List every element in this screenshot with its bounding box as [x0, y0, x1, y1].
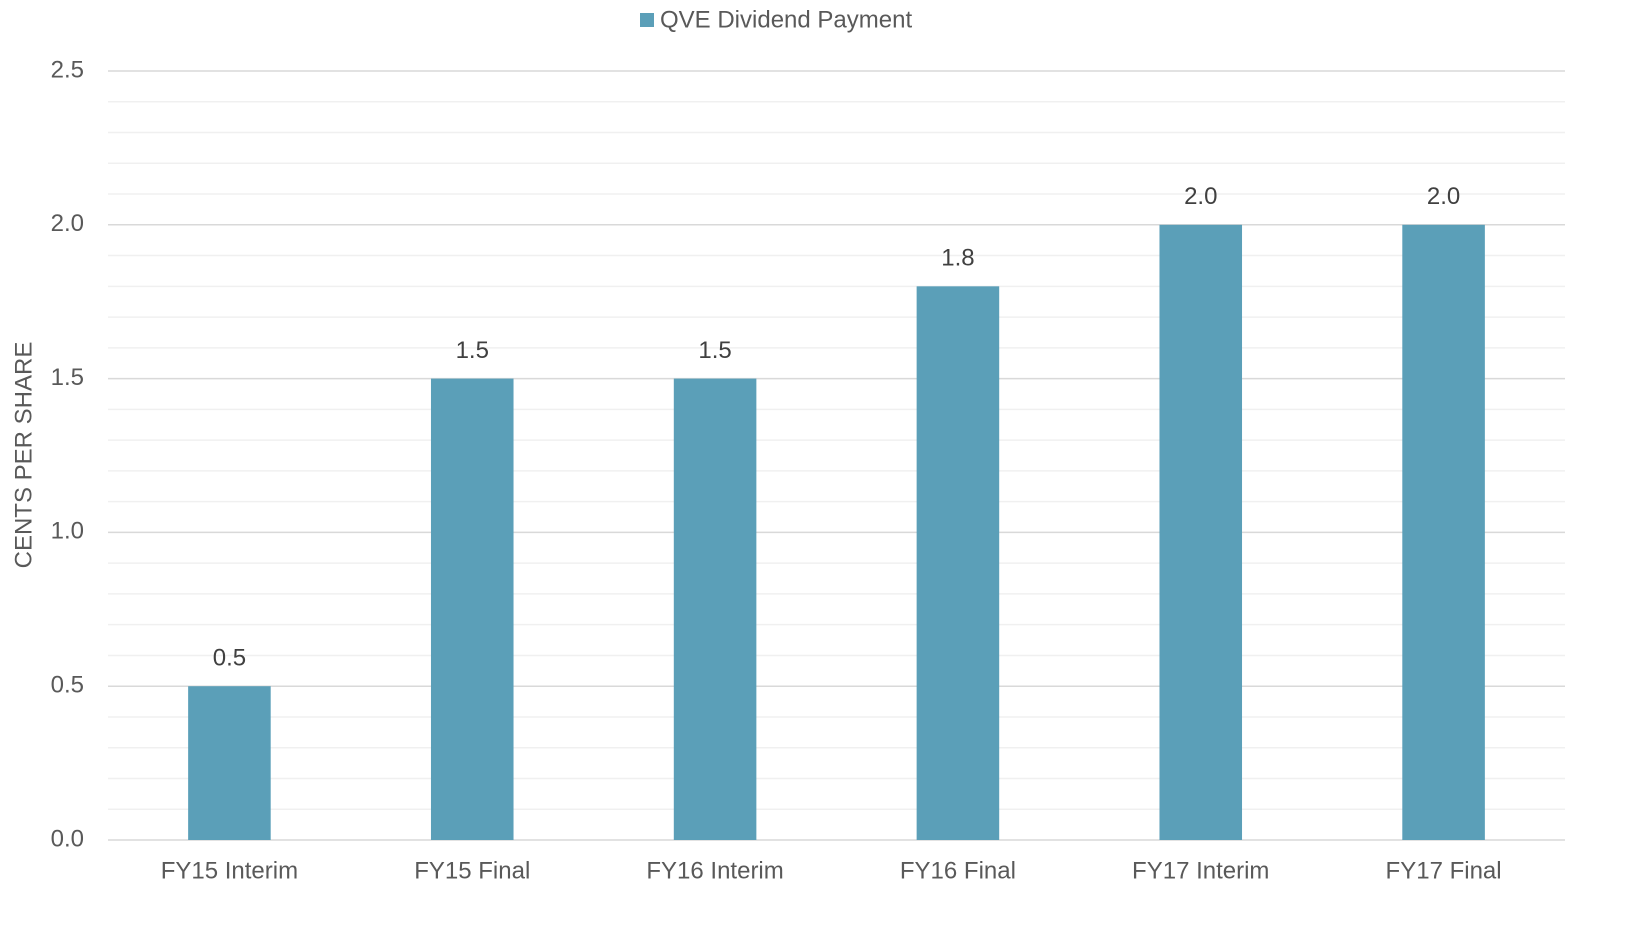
x-tick-label: FY16 Final: [900, 857, 1016, 884]
bar: [1159, 224, 1243, 841]
x-tick-label: FY16 Interim: [646, 857, 783, 884]
y-tick-label: 2.0: [51, 210, 84, 237]
y-tick-label: 2.5: [51, 56, 84, 83]
bar: [673, 378, 757, 840]
y-tick-label: 0.0: [51, 825, 84, 852]
y-axis-label: CENTS PER SHARE: [10, 342, 37, 569]
data-label: 0.5: [213, 645, 246, 672]
bar: [916, 286, 1000, 840]
y-tick-label: 1.0: [51, 518, 84, 545]
y-tick-label: 1.5: [51, 364, 84, 391]
y-tick-label: 0.5: [51, 672, 84, 699]
x-tick-label: FY15 Final: [414, 857, 530, 884]
x-tick-label: FY15 Interim: [161, 857, 298, 884]
data-label: 2.0: [1184, 183, 1217, 210]
legend-swatch: [640, 13, 654, 27]
data-label: 1.8: [941, 245, 974, 272]
bar: [188, 686, 271, 840]
data-label: 1.5: [456, 337, 489, 364]
bar: [430, 378, 514, 840]
legend-label: QVE Dividend Payment: [660, 6, 912, 33]
x-tick-label: FY17 Final: [1386, 857, 1502, 884]
data-label: 1.5: [698, 337, 731, 364]
data-label: 2.0: [1427, 183, 1460, 210]
bar: [1402, 224, 1485, 841]
x-tick-label: FY17 Interim: [1132, 857, 1269, 884]
